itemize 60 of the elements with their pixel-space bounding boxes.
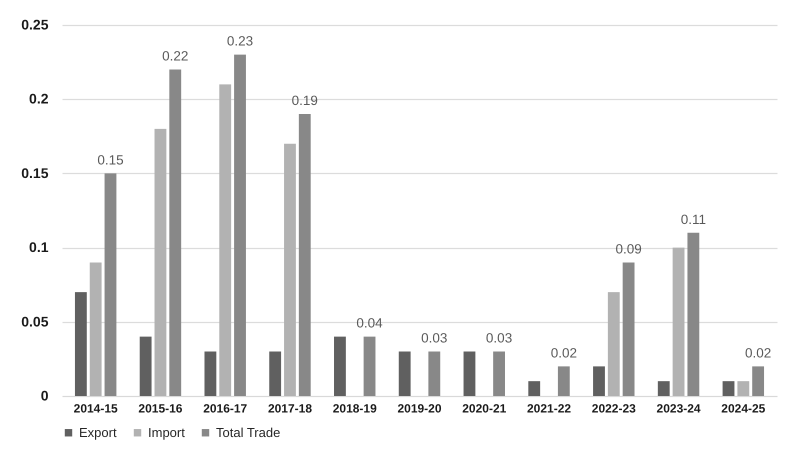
x-tick-label: 2018-19 <box>332 402 378 416</box>
bar <box>104 173 116 396</box>
y-tick-label: 0.25 <box>21 16 49 32</box>
data-label: 0.23 <box>226 34 254 49</box>
data-label: 0.02 <box>550 345 577 360</box>
data-label: 0.02 <box>744 345 772 360</box>
bar <box>398 351 411 396</box>
bar <box>464 351 476 396</box>
bar <box>334 336 346 396</box>
bar <box>672 248 684 396</box>
y-tick-label: 0 <box>40 388 49 404</box>
x-tick-label: 2022-23 <box>592 402 636 416</box>
bar <box>90 262 102 396</box>
data-label: 0.11 <box>680 212 706 227</box>
x-tick-label: 2024-25 <box>721 402 766 416</box>
x-tick-label: 2019-20 <box>397 402 442 416</box>
x-tick-label: 2016-17 <box>203 402 248 416</box>
bar <box>154 128 166 396</box>
bar <box>284 144 296 396</box>
legend-label: Total Trade <box>216 424 280 440</box>
x-tick-label: 2014-15 <box>74 402 118 416</box>
bar <box>737 381 750 396</box>
bar <box>528 381 540 396</box>
bar <box>74 292 87 396</box>
bar <box>204 351 216 396</box>
bar <box>658 381 670 396</box>
bar <box>364 336 376 396</box>
x-tick-label: 2017-18 <box>268 402 312 416</box>
data-label: 0.22 <box>162 48 188 64</box>
bar <box>169 70 182 396</box>
bar <box>722 381 734 396</box>
legend-label: Import <box>148 424 186 440</box>
data-label: 0.19 <box>292 93 318 108</box>
bar <box>622 262 635 396</box>
legend-label: Export <box>79 424 117 440</box>
x-tick-label: 2023-24 <box>656 402 701 416</box>
bar <box>558 366 570 396</box>
x-tick-label: 2021-22 <box>527 402 572 416</box>
data-label: 0.04 <box>356 316 384 331</box>
y-tick-label: 0.15 <box>21 164 49 181</box>
y-tick-label: 0.05 <box>21 313 49 330</box>
bar <box>493 351 505 396</box>
bar <box>752 366 764 396</box>
bar <box>140 336 152 396</box>
bar <box>298 114 311 396</box>
bar <box>687 232 700 396</box>
data-label: 0.03 <box>421 330 448 346</box>
x-tick-label: 2020-21 <box>462 402 507 416</box>
y-tick-label: 0.2 <box>29 90 49 107</box>
data-label: 0.09 <box>615 241 642 256</box>
bar <box>608 292 620 396</box>
bar <box>234 54 246 396</box>
data-label: 0.15 <box>97 152 124 168</box>
data-label: 0.03 <box>486 330 512 346</box>
bar <box>269 351 282 396</box>
bar <box>428 351 440 396</box>
y-tick-label: 0.1 <box>29 239 49 256</box>
x-tick-label: 2015-16 <box>138 402 183 416</box>
bar <box>219 84 232 396</box>
bar <box>593 366 605 396</box>
